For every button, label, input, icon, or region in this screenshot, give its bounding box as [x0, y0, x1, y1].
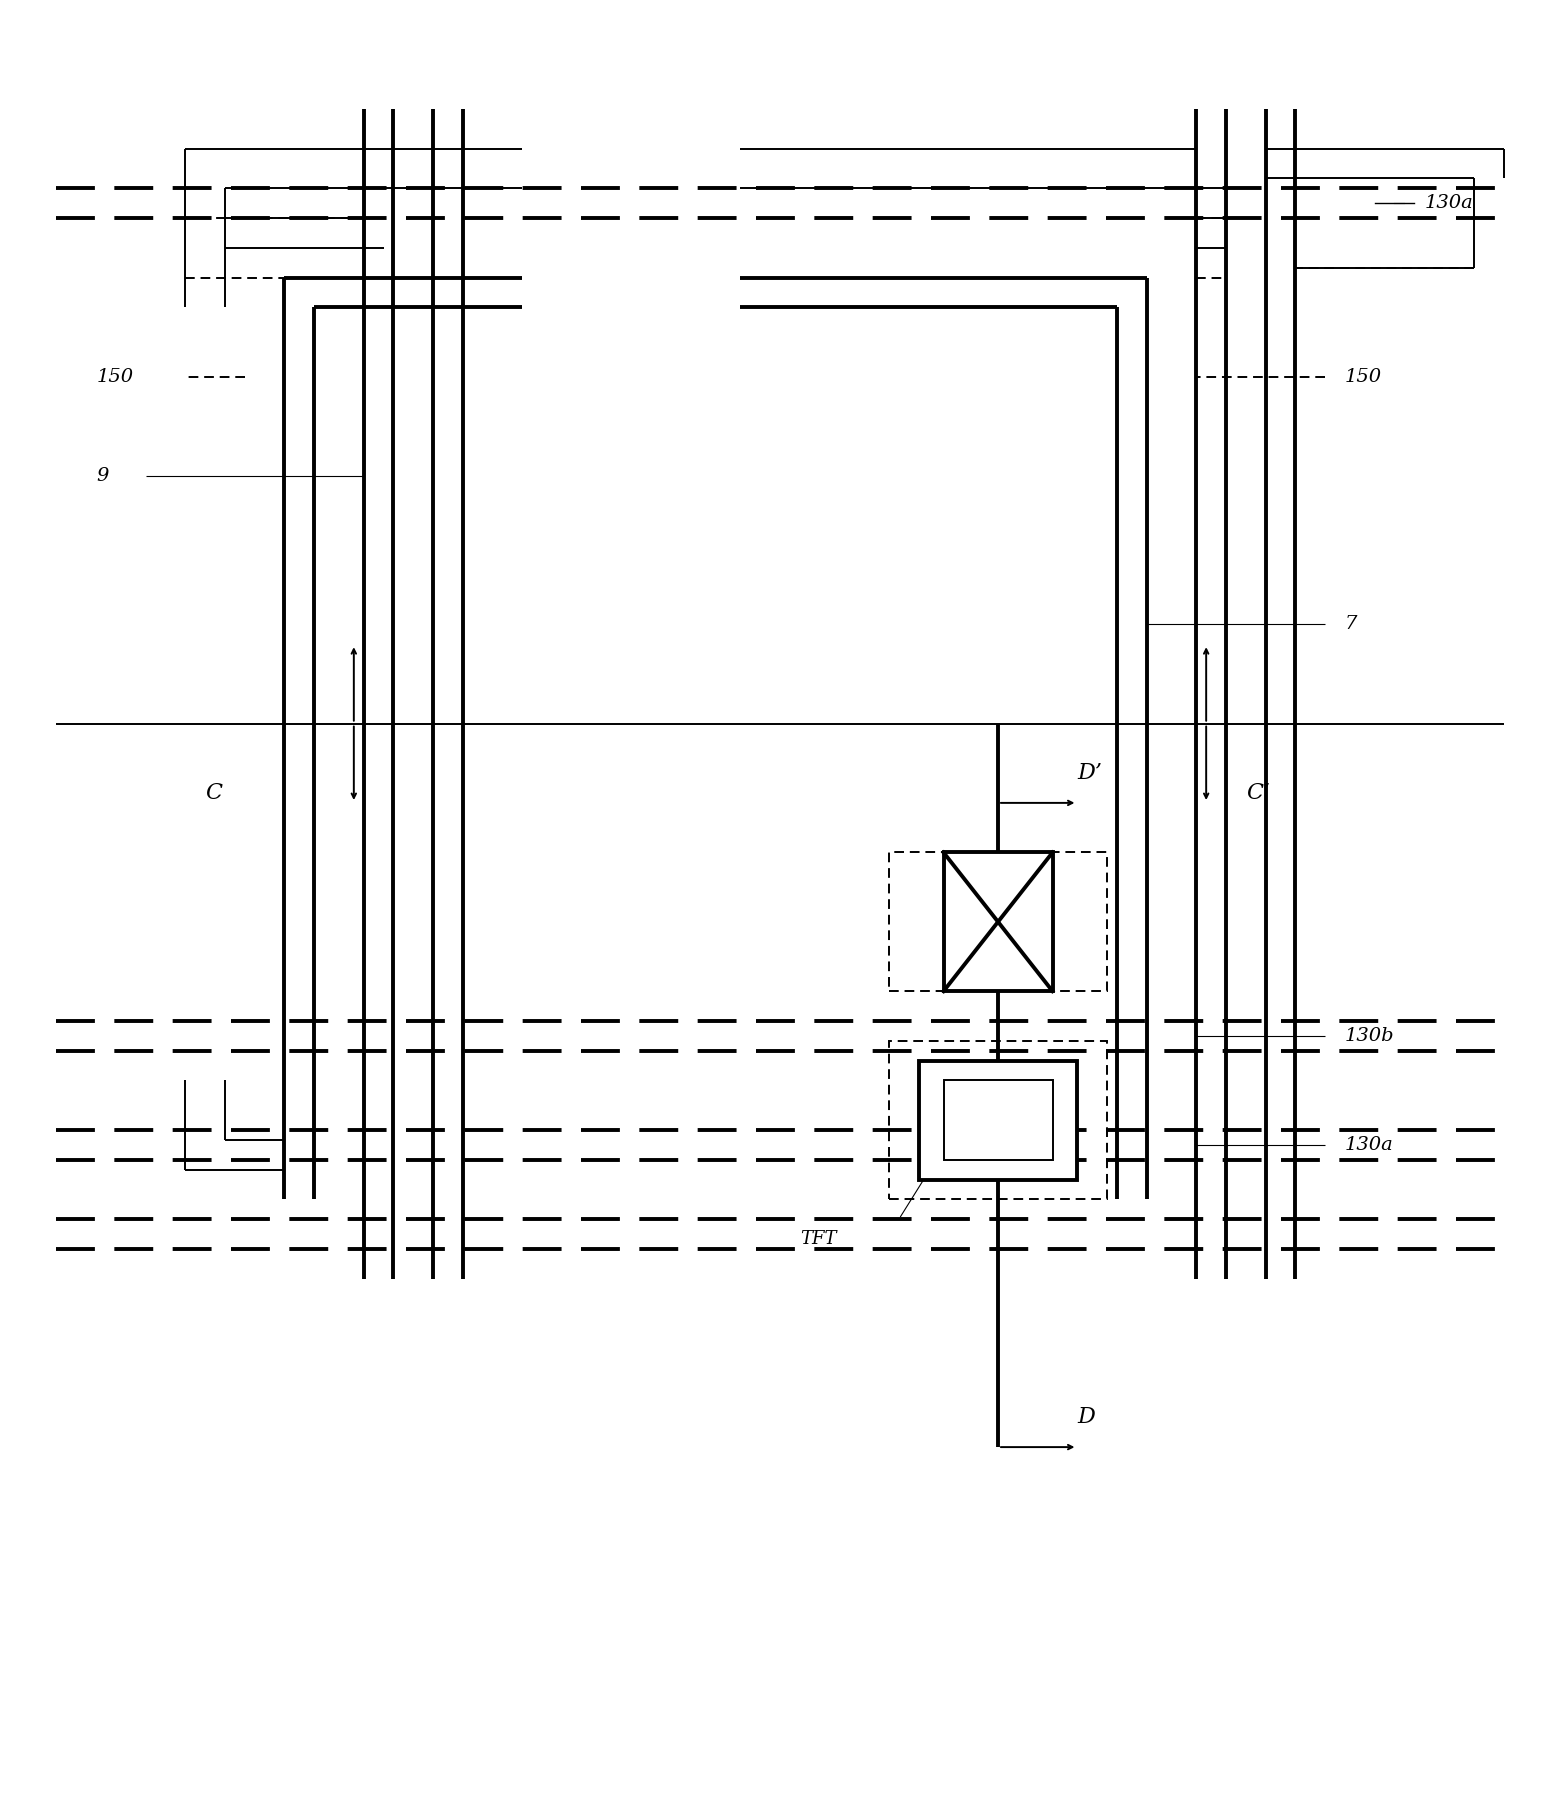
Text: 130a: 130a — [1424, 195, 1473, 213]
Text: 9: 9 — [97, 467, 109, 485]
Text: C’: C’ — [1246, 781, 1270, 805]
Text: 130a: 130a — [1345, 1137, 1393, 1155]
Bar — [889, 1041, 1108, 1200]
Text: TFT: TFT — [800, 1230, 836, 1248]
Text: C: C — [206, 781, 222, 805]
Text: 150: 150 — [97, 368, 133, 386]
Text: D’: D’ — [1078, 761, 1103, 785]
Text: 150: 150 — [1345, 368, 1382, 386]
Bar — [944, 853, 1053, 990]
Bar — [944, 1081, 1053, 1160]
Text: D: D — [1078, 1407, 1095, 1429]
Text: 130b: 130b — [1345, 1026, 1395, 1045]
Text: 7: 7 — [1345, 615, 1357, 633]
Bar — [919, 1061, 1078, 1180]
Bar — [889, 853, 1108, 990]
